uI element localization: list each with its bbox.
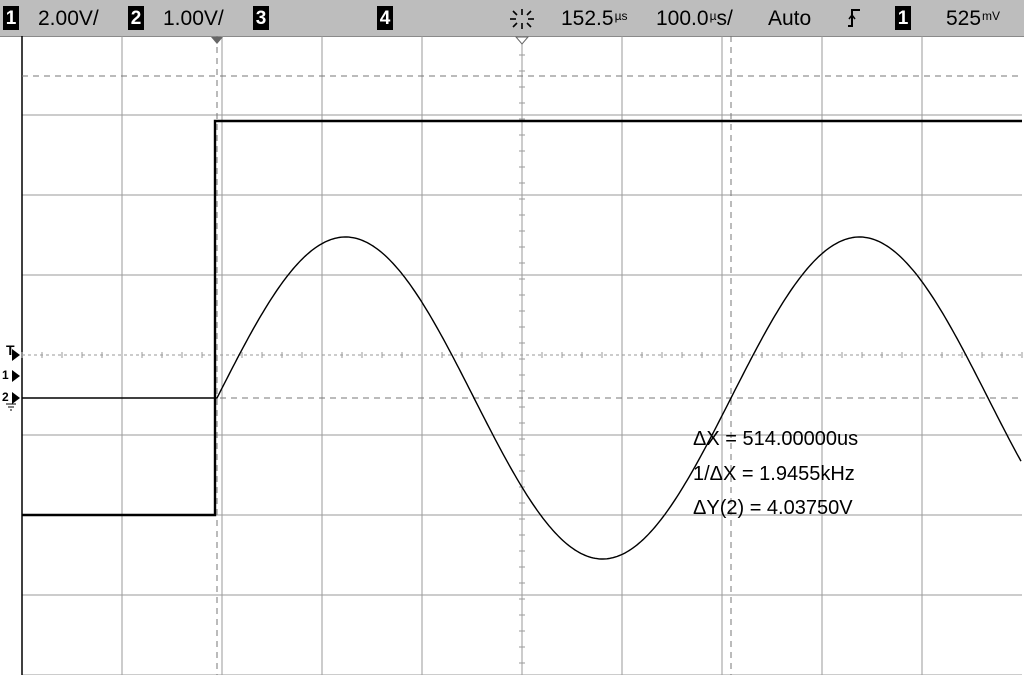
ch2-indicator[interactable]: 2: [128, 6, 144, 30]
ch4-indicator[interactable]: 4: [377, 6, 393, 30]
trigger-source-indicator[interactable]: 1: [895, 6, 911, 30]
trigger-level-arrow: [12, 349, 20, 361]
ch2-ground-marker[interactable]: 2: [2, 390, 9, 404]
delta-y-readout: ΔY(2) = 4.03750V: [693, 497, 853, 519]
ch1-ground-arrow: [12, 370, 20, 382]
ch1-indicator[interactable]: 1: [3, 6, 19, 30]
ch1-ground-marker[interactable]: 1: [2, 368, 9, 382]
delay-center-marker: [514, 36, 530, 45]
trigger-level-marker[interactable]: T: [6, 342, 15, 358]
time-delay[interactable]: 152.5µs: [561, 7, 628, 30]
ch2-scale[interactable]: 1.00V/: [163, 7, 224, 30]
scope-display[interactable]: [0, 36, 1024, 675]
trigger-mode[interactable]: Auto: [768, 7, 812, 30]
ch2-ground-arrow: [12, 392, 20, 404]
ch3-indicator[interactable]: 3: [253, 6, 269, 30]
channel-ground-markers: [6, 349, 20, 411]
inverse-delta-x-readout: 1/ΔX = 1.9455kHz: [693, 463, 855, 485]
status-bar: 1 2.00V/ 2 1.00V/ 3 4 152.5µs 100.0µs/ A…: [0, 0, 1024, 37]
sine-wave-trace: [22, 236, 1022, 560]
time-scale[interactable]: 100.0µs/: [656, 7, 733, 30]
top-position-markers: [211, 36, 530, 45]
square-wave-trace: [22, 119, 1022, 517]
ch1-scale[interactable]: 2.00V/: [38, 7, 99, 30]
rising-edge-icon[interactable]: [847, 0, 861, 36]
trigger-level[interactable]: 525mV: [946, 7, 1001, 30]
graticule: [21, 36, 1023, 675]
acquisition-run-icon[interactable]: [508, 8, 536, 30]
delta-x-readout: ΔX = 514.00000us: [693, 428, 859, 450]
trigger-position-marker: [211, 37, 223, 44]
